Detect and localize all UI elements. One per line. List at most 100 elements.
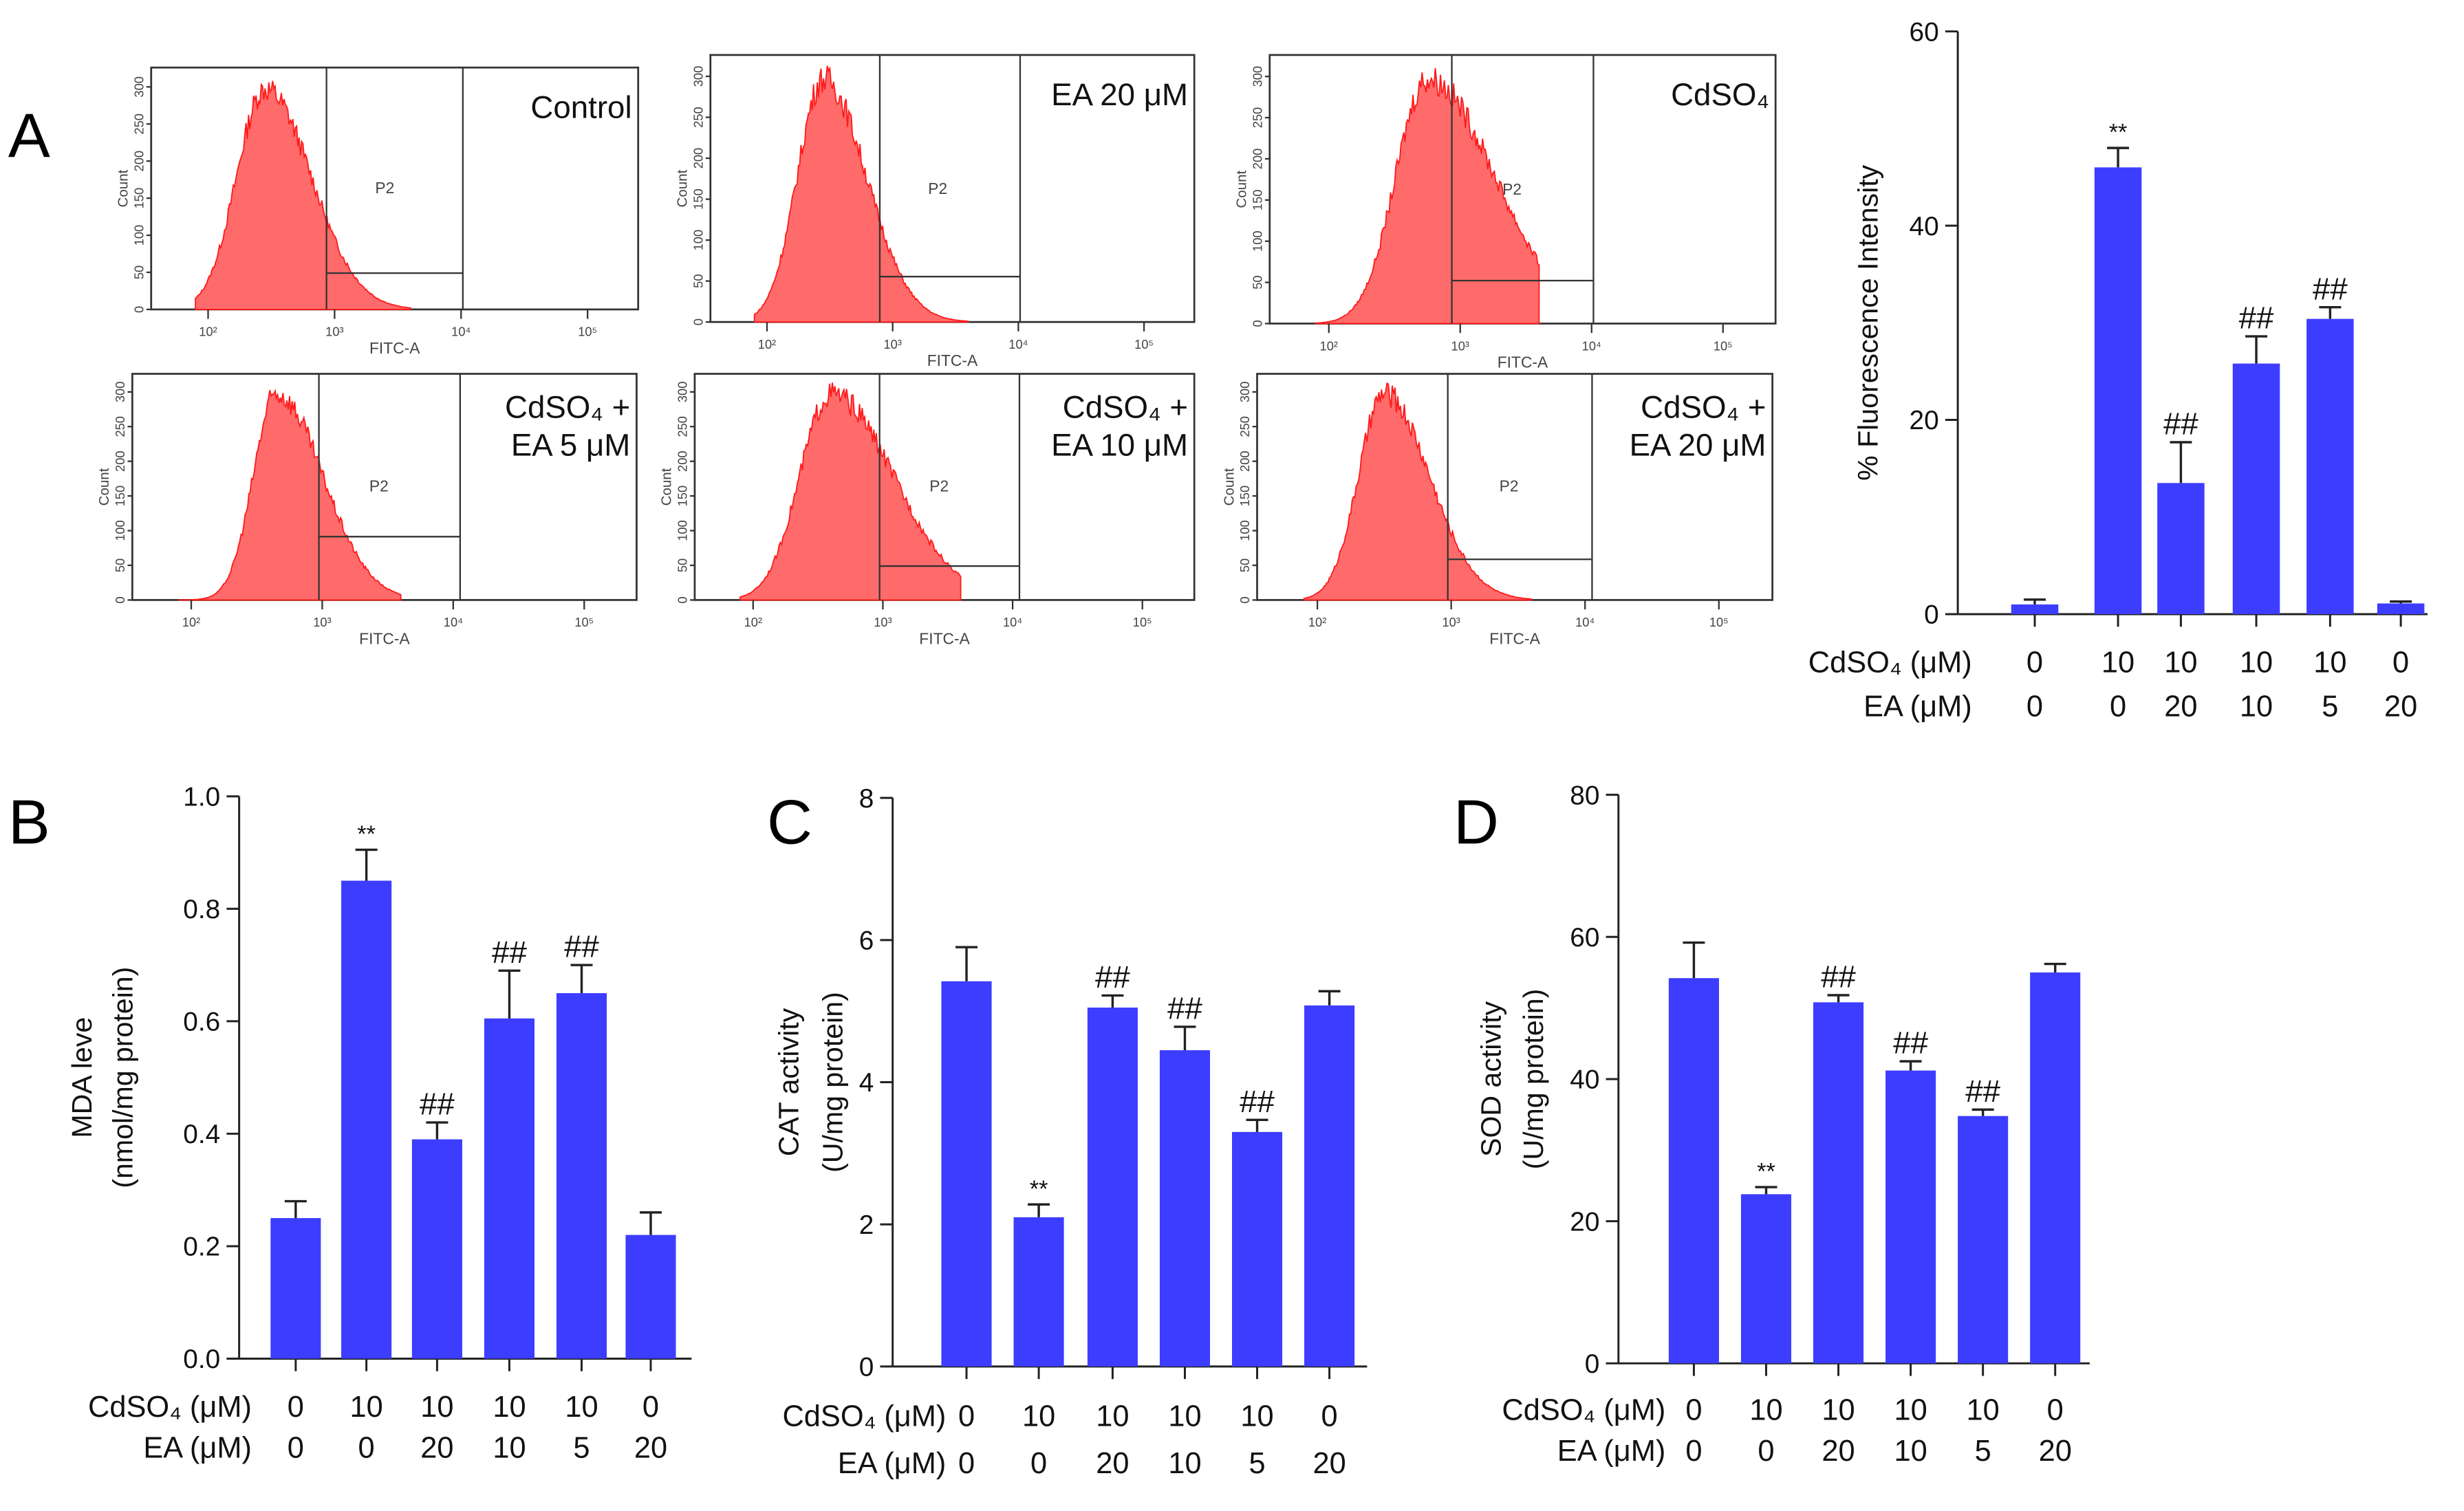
cdso4-value: 0: [2047, 1394, 2064, 1427]
bar: [2377, 603, 2425, 614]
y-tick-label: 300: [1250, 66, 1264, 87]
x-tick-label: 10⁴: [1003, 615, 1022, 629]
y-tick-label: 40: [1910, 212, 1939, 241]
y-tick-label: 200: [1238, 450, 1252, 471]
x-tick-label: 10³: [325, 325, 343, 339]
cdso4-value: 10: [1240, 1400, 1273, 1433]
histogram: [177, 389, 402, 601]
ea-value: 0: [1685, 1435, 1702, 1468]
x-axis-label: FITC-A: [919, 629, 970, 647]
x-tick-label: 10³: [1442, 615, 1460, 629]
bar: [2232, 363, 2280, 614]
x-axis-label: FITC-A: [359, 629, 410, 647]
significance-label: **: [2109, 120, 2128, 146]
ea-value: 0: [2027, 690, 2043, 723]
y-tick-label: 300: [131, 76, 146, 97]
bar: [2094, 167, 2142, 614]
y-tick-label: 300: [676, 382, 690, 402]
y-tick-label: 0: [1238, 596, 1252, 603]
cdso4-row-label: CdSO₄ (μM): [782, 1400, 946, 1433]
x-tick-label: 10⁴: [444, 615, 463, 629]
ea-value: 10: [1894, 1435, 1927, 1468]
ea-value: 20: [1822, 1435, 1855, 1468]
y-tick-label: 1.0: [183, 783, 220, 812]
gate-label: P2: [369, 477, 389, 495]
ea-value: 20: [2039, 1435, 2072, 1468]
bar: [270, 1218, 321, 1359]
y-axis-label: Count: [1221, 468, 1237, 506]
flow-panel: P2 CdSO₄ +EA 10 μM 0 50 100 150 200 250 300 Count…: [659, 373, 1196, 647]
bar: [2306, 318, 2354, 614]
cdso4-value: 10: [1967, 1394, 2000, 1427]
cdso4-value: 0: [2392, 646, 2409, 679]
ea-value: 0: [958, 1447, 975, 1480]
y-axis-label: % Fluorescence Intensity: [1852, 164, 1884, 481]
sample-label: CdSO₄: [1671, 77, 1769, 112]
panel-letter-c: C: [767, 787, 812, 857]
x-tick-label: 10⁵: [1134, 337, 1154, 351]
bar: [1013, 1217, 1064, 1367]
flow-cytometry-panels: P2 Control 0 50 100 150 200 250 300 Count 10² 10³ 10…: [96, 54, 1777, 647]
cdso4-value: 10: [2313, 646, 2346, 679]
cdso4-value: 10: [565, 1391, 598, 1424]
y-tick-label: 20: [1570, 1207, 1599, 1237]
ea-value: 10: [1168, 1447, 1201, 1480]
significance-label: ##: [420, 1087, 455, 1122]
y-tick-label: 200: [676, 450, 690, 471]
sample-label: CdSO₄ +: [1641, 389, 1766, 424]
ea-row-label: EA (μM): [143, 1431, 252, 1464]
x-tick-label: 10⁵: [1714, 338, 1733, 353]
y-tick-label: 0: [676, 596, 690, 603]
cdso4-row-label: CdSO₄ (μM): [1502, 1394, 1665, 1427]
y-tick-label: 100: [131, 225, 146, 246]
flow-panel: P2 CdSO₄ +EA 20 μM 0 50 100 150 200 250 300 Count…: [1221, 373, 1773, 647]
y-tick-label: 250: [676, 416, 690, 437]
x-tick-label: 10²: [1320, 338, 1338, 353]
y-tick-label: 250: [131, 113, 146, 134]
x-axis-label: FITC-A: [369, 339, 420, 357]
bar: [1740, 1194, 1792, 1364]
y-tick-label: 150: [676, 486, 690, 506]
x-tick-label: 10⁴: [451, 325, 471, 339]
ea-row-label: EA (μM): [1557, 1435, 1666, 1468]
gate-label: P2: [929, 477, 949, 495]
cdso4-value: 10: [1822, 1394, 1855, 1427]
bar: [1813, 1002, 1864, 1364]
bar: [411, 1139, 462, 1359]
x-tick-label: 10⁴: [1575, 615, 1595, 629]
y-tick-label: 0.0: [183, 1345, 220, 1374]
sample-label: Control: [530, 89, 631, 124]
x-tick-label: 10³: [313, 615, 331, 629]
x-tick-label: 10³: [1451, 338, 1469, 353]
flow-panel: P2 EA 20 μM 0 50 100 150 200 250 300 Count 10² 10³ 1…: [675, 54, 1196, 369]
x-tick-label: 10⁴: [1008, 337, 1028, 351]
bar: [1304, 1005, 1355, 1367]
significance-label: ##: [1240, 1084, 1275, 1119]
panel-letter-d: D: [1453, 787, 1499, 857]
bar: [1232, 1131, 1283, 1367]
ea-value: 10: [2240, 690, 2273, 723]
sample-label: EA 5 μM: [511, 427, 630, 462]
bar: [941, 981, 992, 1367]
y-tick-label: 50: [1250, 275, 1264, 289]
cdso4-value: 0: [2027, 646, 2043, 679]
ea-value: 20: [1312, 1447, 1346, 1480]
significance-label: ##: [1821, 959, 1856, 994]
flow-panel: P2 CdSO₄ +EA 5 μM 0 50 100 150 200 250 300 Count 1…: [96, 373, 638, 647]
y-tick-label: 150: [131, 188, 146, 208]
y-tick-label: 0.4: [183, 1120, 220, 1149]
ea-row-label: EA (μM): [838, 1447, 947, 1480]
ea-value: 0: [288, 1431, 304, 1464]
bar: [1087, 1008, 1138, 1367]
ea-value: 20: [2384, 690, 2417, 723]
y-tick-label: 60: [1910, 17, 1939, 47]
ea-value: 10: [493, 1431, 526, 1464]
y-tick-label: 4: [859, 1068, 874, 1098]
significance-label: **: [1030, 1176, 1048, 1202]
bar: [1958, 1116, 2009, 1364]
gate-label: P2: [1502, 180, 1522, 198]
sample-label: EA 20 μM: [1051, 77, 1188, 112]
cdso4-value: 10: [1749, 1394, 1782, 1427]
ea-row-label: EA (μM): [1863, 690, 1972, 723]
